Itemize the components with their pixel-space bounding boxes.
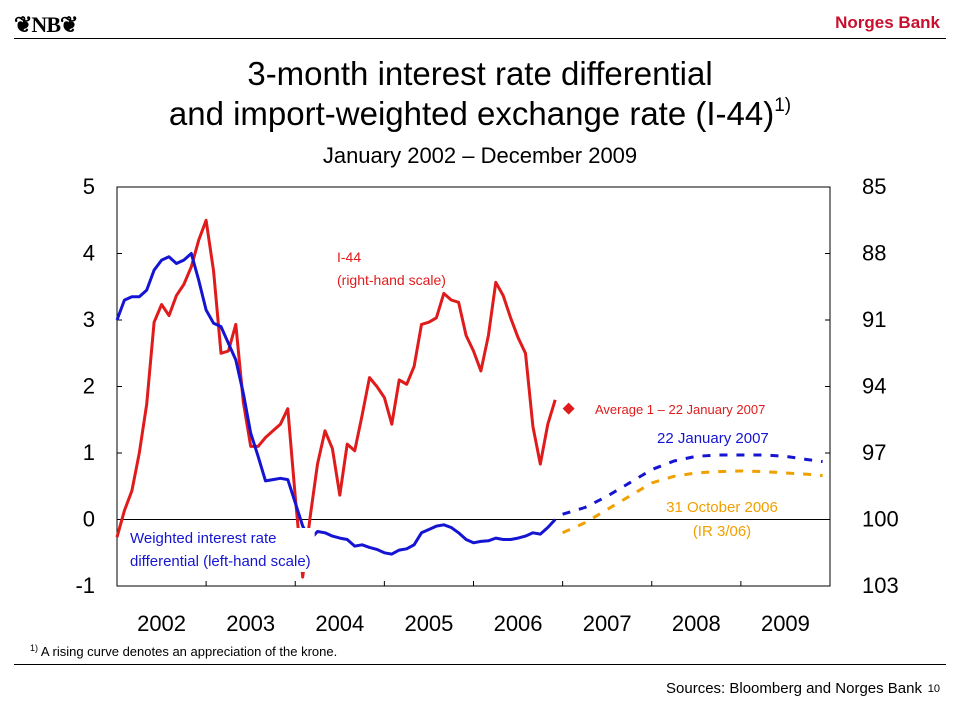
x-axis-label: 2003 bbox=[226, 611, 275, 636]
x-axis-label: 2004 bbox=[315, 611, 364, 636]
x-axis-label: 2008 bbox=[672, 611, 721, 636]
right-axis-label: 91 bbox=[862, 307, 886, 332]
x-axis-label: 2009 bbox=[761, 611, 810, 636]
x-axis-label: 2002 bbox=[137, 611, 186, 636]
left-axis-label: 3 bbox=[83, 307, 95, 332]
right-axis-label: 97 bbox=[862, 440, 886, 465]
title-line-1: 3-month interest rate differential bbox=[247, 55, 713, 92]
chart-title: 3-month interest rate differential and i… bbox=[0, 54, 960, 134]
left-axis-label: 0 bbox=[83, 507, 95, 532]
footer-divider bbox=[14, 664, 946, 665]
oct06-forward-label-line-1: 31 October 2006 bbox=[666, 499, 778, 516]
right-axis-label: 94 bbox=[862, 374, 886, 399]
i44-label-line-1: I-44 bbox=[337, 249, 361, 265]
sources-text: Sources: Bloomberg and Norges Bank bbox=[666, 680, 922, 697]
brand-name: Norges Bank bbox=[835, 13, 940, 32]
footnote-text: A rising curve denotes an appreciation o… bbox=[40, 644, 338, 659]
x-axis-label: 2006 bbox=[494, 611, 543, 636]
differential-label-background bbox=[126, 528, 315, 572]
page-number: 10 bbox=[927, 683, 940, 695]
right-axis-label: 88 bbox=[862, 241, 886, 266]
left-axis-label: 1 bbox=[83, 440, 95, 465]
average-label: Average 1 – 22 January 2007 bbox=[595, 402, 765, 417]
left-axis-label: 5 bbox=[83, 174, 95, 199]
title-footnote-marker: 1) bbox=[774, 95, 792, 116]
differential-label-line-2: differential (left-hand scale) bbox=[130, 553, 311, 570]
oct06-forward-label-line-2: (IR 3/06) bbox=[693, 523, 751, 540]
x-axis-label: 2005 bbox=[404, 611, 453, 636]
footnote-marker: 1) bbox=[30, 643, 39, 653]
left-axis-label: 4 bbox=[83, 241, 95, 266]
chart-subtitle: January 2002 – December 2009 bbox=[322, 143, 638, 168]
left-axis-label: 2 bbox=[83, 374, 95, 399]
title-line-2: and import-weighted exchange rate (I-44) bbox=[168, 95, 775, 132]
average-marker bbox=[562, 402, 575, 415]
left-axis-label: -1 bbox=[75, 573, 95, 598]
norges-bank-logo: ❦NB❦ bbox=[14, 12, 78, 37]
header-divider bbox=[14, 38, 946, 39]
series-line-diff bbox=[115, 252, 557, 556]
right-axis-label: 85 bbox=[862, 174, 886, 199]
right-axis-label: 100 bbox=[862, 507, 899, 532]
x-axis-label: 2007 bbox=[583, 611, 632, 636]
series-line-i44 bbox=[115, 218, 557, 579]
footnote: 1) A rising curve denotes an appreciatio… bbox=[30, 643, 338, 660]
right-axis-label: 103 bbox=[862, 573, 899, 598]
i44-label-line-2: (right-hand scale) bbox=[337, 272, 446, 288]
differential-label-line-1: Weighted interest rate bbox=[130, 530, 276, 547]
jan07-forward-label: 22 January 2007 bbox=[657, 430, 769, 447]
